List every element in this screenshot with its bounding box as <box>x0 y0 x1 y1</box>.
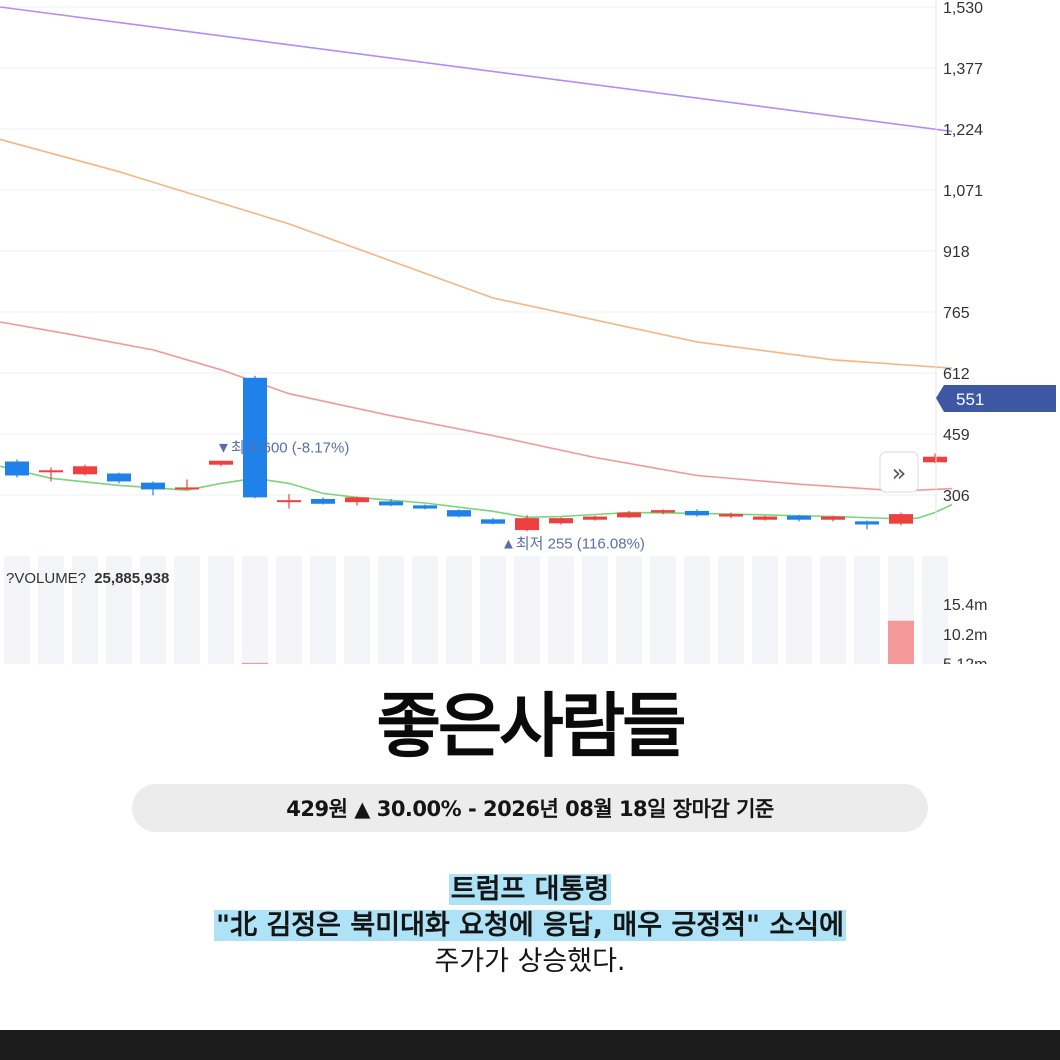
volume-slot <box>684 556 710 664</box>
volume-slot <box>38 556 64 664</box>
y-tick-label: 306 <box>943 488 970 505</box>
price-summary-pill: 429원 ▲ 30.00% - 2026년 08월 18일 장마감 기준 <box>132 784 928 832</box>
candle-body <box>447 510 471 517</box>
candle-body <box>617 512 641 518</box>
candle-body <box>141 482 165 490</box>
candle-body <box>243 377 267 498</box>
candle-body <box>515 518 539 531</box>
candle-body <box>413 505 437 509</box>
volume-slot <box>820 556 846 664</box>
volume-label: ?VOLUME? 25,885,938 <box>6 570 169 587</box>
volume-tick-label: 15.4m <box>943 597 987 614</box>
candle-body <box>821 516 845 520</box>
candle-body <box>345 497 369 503</box>
volume-tick-label: 10.2m <box>943 627 987 644</box>
candle-body <box>209 460 233 465</box>
volume-slot <box>650 556 676 664</box>
candle-body <box>923 456 947 463</box>
current-price-label: 551 <box>956 390 984 409</box>
volume-bar <box>242 662 268 664</box>
scroll-right-button[interactable]: » <box>879 451 919 493</box>
double-chevron-right-icon: » <box>892 459 907 487</box>
volume-slot <box>514 556 540 664</box>
news-caption: 트럼프 대통령 "北 김정은 북미대화 요청에 응답, 매우 긍정적" 소식에 … <box>0 872 1060 980</box>
y-tick-label: 765 <box>943 305 970 322</box>
y-tick-label: 1,071 <box>943 183 983 200</box>
news-line-3: 주가가 상승했다. <box>434 946 626 977</box>
candlesticks <box>5 375 947 532</box>
volume-slot <box>276 556 302 664</box>
y-tick-label: 1,224 <box>943 122 983 139</box>
volume-slot <box>310 556 336 664</box>
candle-body <box>481 519 505 524</box>
volume-slot <box>378 556 404 664</box>
y-tick-label: 1,377 <box>943 61 983 78</box>
candle-body <box>787 515 811 520</box>
low-annotation: ▲최저 255 (116.08%) <box>501 536 645 553</box>
y-tick-label: 612 <box>943 366 970 383</box>
candle-body <box>107 473 131 482</box>
y-tick-label: 459 <box>943 427 970 444</box>
volume-slot <box>616 556 642 664</box>
candle-body <box>73 466 97 475</box>
y-tick-label: 1,530 <box>943 0 983 17</box>
stock-chart: 306 459 612 765 918 1,071 1,224 1,377 1,530 15.4… <box>0 0 1056 664</box>
candle-body <box>5 461 29 476</box>
price-axis: 306 459 612 765 918 1,071 1,224 1,377 1,530 <box>935 0 983 520</box>
volume-slot <box>72 556 98 664</box>
price-gridlines <box>0 6 936 496</box>
volume-slot <box>174 556 200 664</box>
news-line-2: "北 김정은 북미대화 요청에 응답, 매우 긍정적" 소식에 <box>214 910 846 941</box>
volume-slot <box>752 556 778 664</box>
candle-body <box>889 514 913 524</box>
candle-body <box>685 510 709 516</box>
moving-average-line-4 <box>0 465 953 520</box>
candle-body <box>855 521 879 525</box>
news-line-1: 트럼프 대통령 <box>448 874 612 905</box>
volume-tick-label: 5.12m <box>943 656 987 664</box>
high-annotation: ▼최고 600 (-8.17%) <box>216 440 349 457</box>
volume-slot <box>106 556 132 664</box>
moving-average-lines <box>0 6 953 520</box>
candle-body <box>719 514 743 517</box>
moving-average-line-1 <box>0 6 953 133</box>
candle-body <box>311 498 335 504</box>
volume-slot <box>412 556 438 664</box>
volume-slot <box>344 556 370 664</box>
volume-slot <box>854 556 880 664</box>
volume-slot <box>242 556 268 664</box>
candle-body <box>175 487 199 490</box>
current-price-tag: 551 <box>936 385 1056 412</box>
candle-body <box>549 518 573 524</box>
candle-body <box>379 501 403 506</box>
volume-slot <box>480 556 506 664</box>
volume-slot <box>582 556 608 664</box>
moving-average-line-3 <box>0 321 953 492</box>
volume-slot <box>140 556 166 664</box>
volume-panel: 15.4m 10.2m 5.12m <box>4 556 987 664</box>
candle-body <box>277 500 301 503</box>
volume-bar <box>888 620 914 664</box>
candle-body <box>651 510 675 513</box>
moving-average-line-2 <box>0 138 953 369</box>
volume-slot <box>548 556 574 664</box>
volume-slot <box>208 556 234 664</box>
stock-name-headline: 좋은사람들 <box>376 685 687 767</box>
footer-bar <box>0 1030 1060 1060</box>
volume-slot <box>4 556 30 664</box>
volume-slot <box>922 556 948 664</box>
volume-slot <box>718 556 744 664</box>
volume-slot <box>786 556 812 664</box>
y-tick-label: 918 <box>943 244 970 261</box>
candle-body <box>753 516 777 520</box>
volume-slot <box>446 556 472 664</box>
candle-body <box>39 470 63 473</box>
candle-body <box>583 516 607 520</box>
